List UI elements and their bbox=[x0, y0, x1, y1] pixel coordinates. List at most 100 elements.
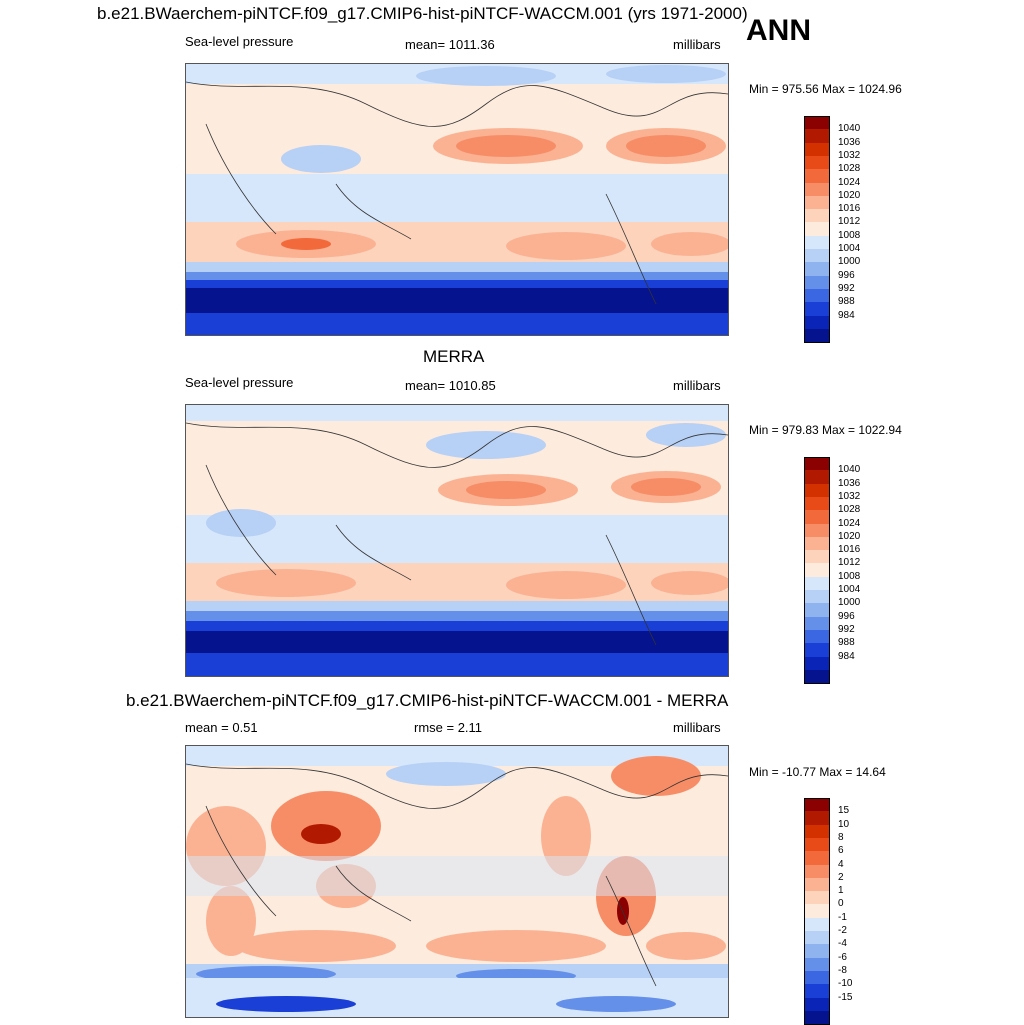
colorbar-swatch bbox=[804, 864, 830, 879]
colorbar-tick-label: 1004 bbox=[838, 243, 861, 254]
panel3-mean-label: mean = 0.51 bbox=[185, 720, 258, 735]
panel1-variable-label: Sea-level pressure bbox=[185, 34, 294, 49]
colorbar-tick-label: 1020 bbox=[838, 189, 861, 201]
colorbar-swatch bbox=[804, 629, 830, 644]
panel3-minmax: Min = -10.77 Max = 14.64 bbox=[749, 765, 886, 779]
colorbar-tick-label: 992 bbox=[838, 282, 855, 294]
panel3-map bbox=[185, 745, 729, 1018]
colorbar-swatch bbox=[804, 944, 830, 959]
colorbar-tick-label: 4 bbox=[838, 858, 844, 870]
colorbar-swatch bbox=[804, 917, 830, 932]
colorbar-tick-label: 6 bbox=[838, 845, 844, 857]
colorbar-tick-label: 1004 bbox=[838, 584, 861, 595]
panel2-variable-label: Sea-level pressure bbox=[185, 375, 294, 390]
colorbar-swatch bbox=[804, 563, 830, 578]
colorbar-tick-label: -8 bbox=[838, 964, 847, 976]
panel3-title: b.e21.BWaerchem-piNTCF.f09_g17.CMIP6-his… bbox=[126, 691, 729, 710]
colorbar-tick-label: 1028 bbox=[838, 504, 861, 516]
colorbar-swatch bbox=[804, 496, 830, 511]
colorbar-tick-label: 988 bbox=[838, 637, 855, 649]
colorbar-tick-label: -6 bbox=[838, 951, 847, 963]
colorbar-swatch bbox=[804, 235, 830, 250]
colorbar-tick-label: 988 bbox=[838, 296, 855, 308]
colorbar-tick-label: 992 bbox=[838, 623, 855, 635]
panel3-map-field bbox=[186, 746, 728, 1017]
colorbar-swatch bbox=[804, 222, 830, 237]
colorbar-swatch bbox=[804, 536, 830, 551]
colorbar-tick-label: 996 bbox=[838, 610, 855, 622]
colorbar-swatch bbox=[804, 302, 830, 316]
panel1-map bbox=[185, 63, 729, 336]
colorbar-swatch bbox=[804, 904, 830, 919]
colorbar-tick-label: 1036 bbox=[838, 136, 861, 148]
colorbar-swatch bbox=[804, 195, 830, 210]
colorbar-tick-label: 1024 bbox=[838, 517, 861, 529]
colorbar-swatch bbox=[804, 249, 830, 263]
colorbar-tick-label: -10 bbox=[838, 978, 853, 990]
colorbar-tick-label: 984 bbox=[838, 309, 855, 321]
colorbar-tick-label: 1000 bbox=[838, 256, 861, 268]
colorbar-tick-label: 984 bbox=[838, 650, 855, 662]
panel1-minmax: Min = 975.56 Max = 1024.96 bbox=[749, 82, 902, 96]
colorbar-tick-label: 1008 bbox=[838, 229, 861, 241]
colorbar-tick-label: 2 bbox=[838, 871, 844, 883]
colorbar-swatch bbox=[804, 523, 830, 538]
colorbar-swatch bbox=[804, 590, 830, 604]
colorbar-swatch bbox=[804, 275, 830, 290]
panel2-minmax: Min = 979.83 Max = 1022.94 bbox=[749, 423, 902, 437]
colorbar-swatch bbox=[804, 142, 830, 157]
colorbar-tick-label: 1040 bbox=[838, 123, 861, 135]
colorbar-swatch bbox=[804, 891, 830, 905]
season-label: ANN bbox=[746, 14, 811, 47]
colorbar-swatch bbox=[804, 483, 830, 498]
colorbar-tick-label: 1000 bbox=[838, 597, 861, 609]
colorbar-tick-label: 1040 bbox=[838, 464, 861, 476]
figure-title: b.e21.BWaerchem-piNTCF.f09_g17.CMIP6-his… bbox=[97, 4, 748, 23]
colorbar-tick-label: -4 bbox=[838, 938, 847, 950]
colorbar-swatch bbox=[804, 656, 830, 671]
colorbar-swatch bbox=[804, 129, 830, 144]
colorbar-swatch bbox=[804, 470, 830, 485]
colorbar-swatch bbox=[804, 510, 830, 524]
colorbar-swatch bbox=[804, 288, 830, 303]
colorbar-tick-label: 1012 bbox=[838, 557, 861, 569]
colorbar-tick-label: 1032 bbox=[838, 149, 861, 161]
colorbar-tick-label: 1012 bbox=[838, 216, 861, 228]
colorbar-tick-label: 8 bbox=[838, 831, 844, 843]
colorbar-tick-label: 1008 bbox=[838, 570, 861, 582]
colorbar-swatch bbox=[804, 970, 830, 985]
colorbar-tick-label: 1028 bbox=[838, 163, 861, 175]
colorbar-swatch bbox=[804, 315, 830, 330]
colorbar-swatch bbox=[804, 824, 830, 839]
colorbar-swatch bbox=[804, 984, 830, 998]
colorbar-tick-label: 1036 bbox=[838, 477, 861, 489]
colorbar-swatch bbox=[804, 182, 830, 197]
colorbar-swatch bbox=[804, 931, 830, 945]
colorbar-tick-label: 1 bbox=[838, 885, 844, 897]
panel1-units-label: millibars bbox=[673, 37, 721, 52]
colorbar-swatch bbox=[804, 997, 830, 1012]
colorbar-swatch bbox=[804, 169, 830, 183]
colorbar-swatch bbox=[804, 576, 830, 591]
colorbar-swatch bbox=[804, 957, 830, 972]
colorbar-swatch bbox=[804, 643, 830, 657]
colorbar-tick-label: 1016 bbox=[838, 203, 861, 215]
colorbar-swatch bbox=[804, 116, 830, 130]
panel1-mean-label: mean= 1011.36 bbox=[405, 37, 495, 52]
colorbar-tick-label: 996 bbox=[838, 269, 855, 281]
colorbar-tick-label: -1 bbox=[838, 911, 847, 923]
panel2-map bbox=[185, 404, 729, 677]
colorbar-swatch bbox=[804, 550, 830, 564]
colorbar-tick-label: 1020 bbox=[838, 530, 861, 542]
colorbar-swatch bbox=[804, 851, 830, 865]
panel2-map-field bbox=[186, 405, 728, 676]
colorbar-tick-label: 1032 bbox=[838, 490, 861, 502]
colorbar-swatch bbox=[804, 155, 830, 170]
colorbar-tick-label: 0 bbox=[838, 898, 844, 910]
colorbar-tick-label: -15 bbox=[838, 991, 853, 1003]
colorbar-swatch bbox=[804, 811, 830, 826]
colorbar-swatch bbox=[804, 262, 830, 277]
colorbar-swatch bbox=[804, 457, 830, 471]
panel1-map-field bbox=[186, 64, 728, 335]
colorbar-swatch bbox=[804, 1010, 830, 1025]
